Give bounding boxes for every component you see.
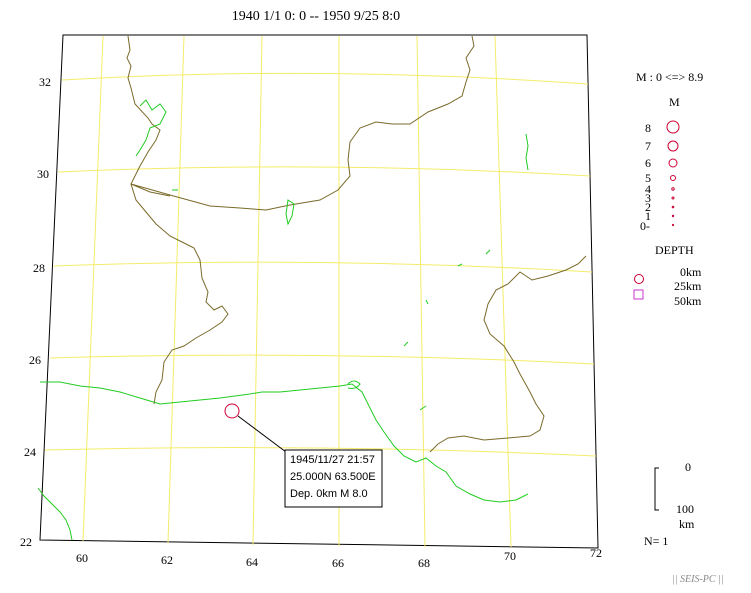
scale-label-bottom: 100 [676, 502, 694, 516]
mag-label-2: 2 [645, 200, 651, 214]
mag-label-5: 5 [645, 171, 651, 185]
mag-label-6: 6 [645, 156, 651, 170]
event-callout: 1945/11/27 21:57 25.000N 63.500E Dep. 0k… [284, 449, 383, 508]
mag-symbol-8 [666, 120, 680, 134]
mag-symbol-4 [671, 187, 675, 191]
lat-label-24: 24 [24, 445, 36, 459]
lon-label-60: 60 [76, 551, 88, 565]
event-location: 25.000N 63.500E [290, 471, 376, 483]
country-borders [126, 35, 587, 453]
legend-magnitude-header: M [669, 95, 680, 109]
depth-label-0: 0km [680, 265, 702, 279]
coastlines [37, 99, 529, 541]
magnitude-scale: 8 7 6 5 4 3 2 1 0- [640, 120, 680, 233]
callout-leader [237, 415, 287, 453]
mag-label-4: 4 [645, 182, 651, 196]
mag-symbol-7 [667, 140, 679, 152]
depth-scale: 0km 25km 50km [633, 265, 702, 308]
legend-depth-header: DEPTH [655, 243, 694, 257]
callout-box [284, 449, 383, 508]
mag-label-7: 7 [645, 139, 651, 153]
scale-label-top: 0 [685, 460, 691, 474]
lat-label-32: 32 [39, 75, 51, 89]
mag-label-0: 0- [640, 219, 650, 233]
longitude-labels: 60 62 64 66 68 70 72 [76, 546, 602, 570]
legend: M : 0 <=> 8.9 M 8 7 6 5 4 3 2 1 0- DEPTH… [633, 70, 703, 548]
legend-magnitude-range: M : 0 <=> 8.9 [636, 70, 703, 84]
lat-label-22: 22 [20, 535, 32, 549]
map-frame [39, 34, 599, 549]
event-depth-magnitude: Dep. 0km M 8.0 [290, 488, 368, 500]
mag-symbol-5 [670, 175, 676, 181]
lon-label-72: 72 [590, 546, 602, 560]
mag-symbol-1 [671, 214, 675, 218]
lon-label-62: 62 [161, 553, 173, 567]
event-marker[interactable] [224, 403, 240, 419]
lat-label-30: 30 [37, 167, 49, 181]
event-count: N= 1 [644, 534, 668, 548]
mag-label-8: 8 [645, 121, 651, 135]
lat-label-28: 28 [33, 261, 45, 275]
mag-symbol-6 [668, 158, 678, 168]
mag-label-1: 1 [645, 209, 651, 223]
lon-label-70: 70 [504, 549, 516, 563]
mag-symbol-2 [671, 205, 675, 209]
mag-label-3: 3 [645, 191, 651, 205]
event-datetime: 1945/11/27 21:57 [290, 454, 375, 466]
depth-symbol-0 [634, 274, 644, 284]
mag-symbol-0 [671, 223, 675, 227]
depth-label-25: 25km [674, 279, 702, 293]
depth-label-50: 50km [674, 294, 702, 308]
lon-label-66: 66 [332, 556, 344, 570]
distance-scale-bar: 0 100 km [654, 460, 695, 531]
earthquake-event[interactable] [224, 403, 287, 453]
footer-credit: || SEIS-PC || [672, 574, 724, 585]
lon-label-68: 68 [418, 556, 430, 570]
scale-unit: km [679, 517, 695, 531]
lon-label-64: 64 [246, 555, 258, 569]
latitude-labels: 32 30 28 26 24 22 [20, 75, 51, 549]
depth-symbol-50 [633, 289, 644, 300]
map-title: 1940 1/1 0: 0 -- 1950 9/25 8:0 [232, 9, 400, 24]
mag-symbol-3 [671, 196, 675, 200]
lat-label-26: 26 [29, 353, 41, 367]
